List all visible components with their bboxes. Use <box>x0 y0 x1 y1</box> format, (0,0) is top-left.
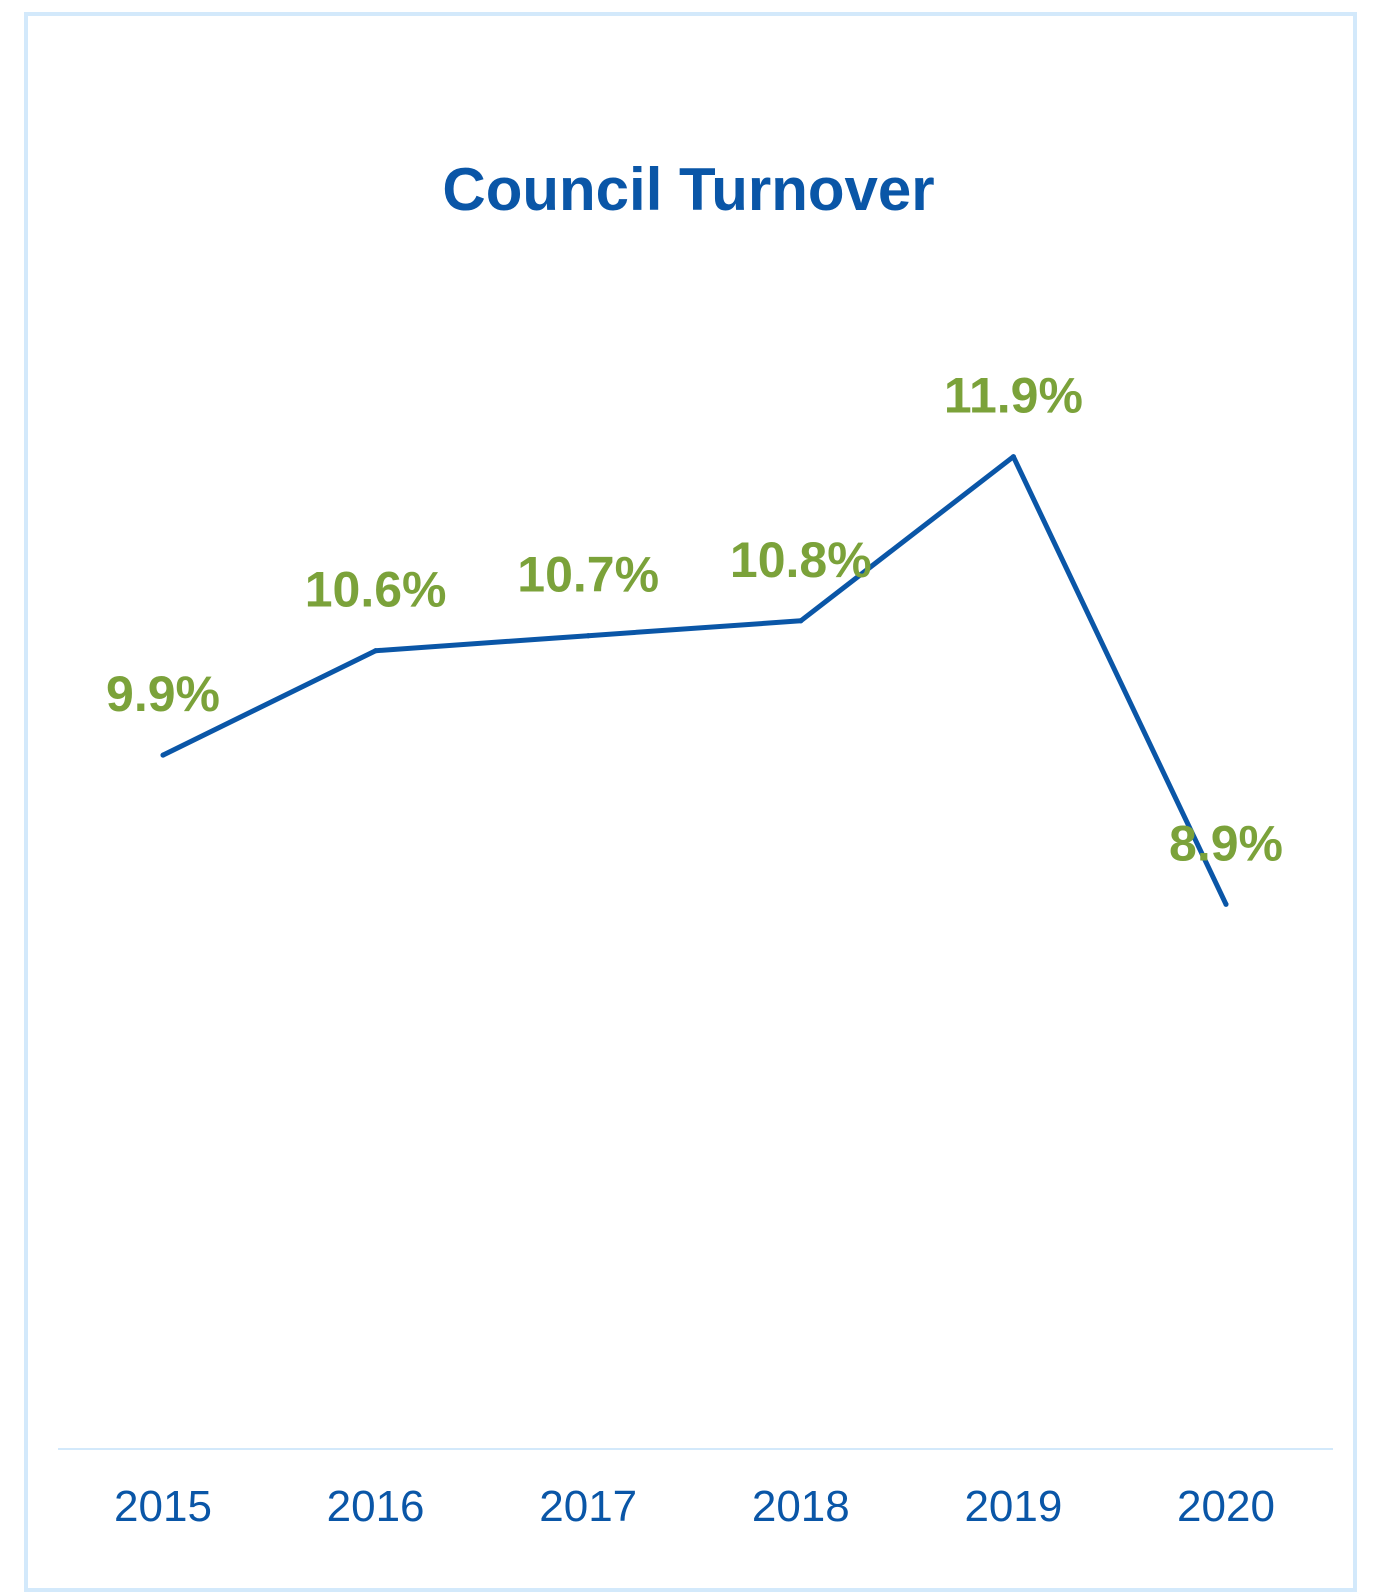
data-point <box>798 618 804 624</box>
chart-title: Council Turnover <box>442 156 935 223</box>
data-labels-layer: 9.9% 10.6% 10.7% 10.8% 11.9% 8.9% <box>106 368 1283 872</box>
data-label: 10.8% <box>730 532 872 588</box>
x-tick-label: 2018 <box>752 1482 850 1531</box>
series-layer <box>160 454 1229 907</box>
x-tick-labels: 2015 2016 2017 2018 2019 2020 <box>114 1482 1275 1531</box>
data-label: 11.9% <box>944 368 1083 424</box>
x-tick-label: 2020 <box>1177 1482 1275 1531</box>
data-point <box>1223 901 1229 907</box>
data-label: 9.9% <box>106 666 220 722</box>
data-point <box>160 752 166 758</box>
data-point <box>373 648 379 654</box>
data-point <box>585 633 591 639</box>
x-tick-label: 2016 <box>327 1482 425 1531</box>
series-line-segment <box>798 454 1016 624</box>
data-label: 10.7% <box>517 547 659 603</box>
x-tick-label: 2015 <box>114 1482 212 1531</box>
series-line-segment <box>373 633 591 654</box>
data-label: 8.9% <box>1169 815 1283 871</box>
data-point <box>1010 454 1016 460</box>
x-tick-label: 2017 <box>539 1482 637 1531</box>
series-line-segment <box>1010 454 1229 907</box>
series-line-segment <box>585 618 804 639</box>
chart-frame <box>24 12 1357 1592</box>
series-line-segment <box>160 648 379 758</box>
data-label: 10.6% <box>305 562 447 618</box>
x-tick-label: 2019 <box>964 1482 1062 1531</box>
